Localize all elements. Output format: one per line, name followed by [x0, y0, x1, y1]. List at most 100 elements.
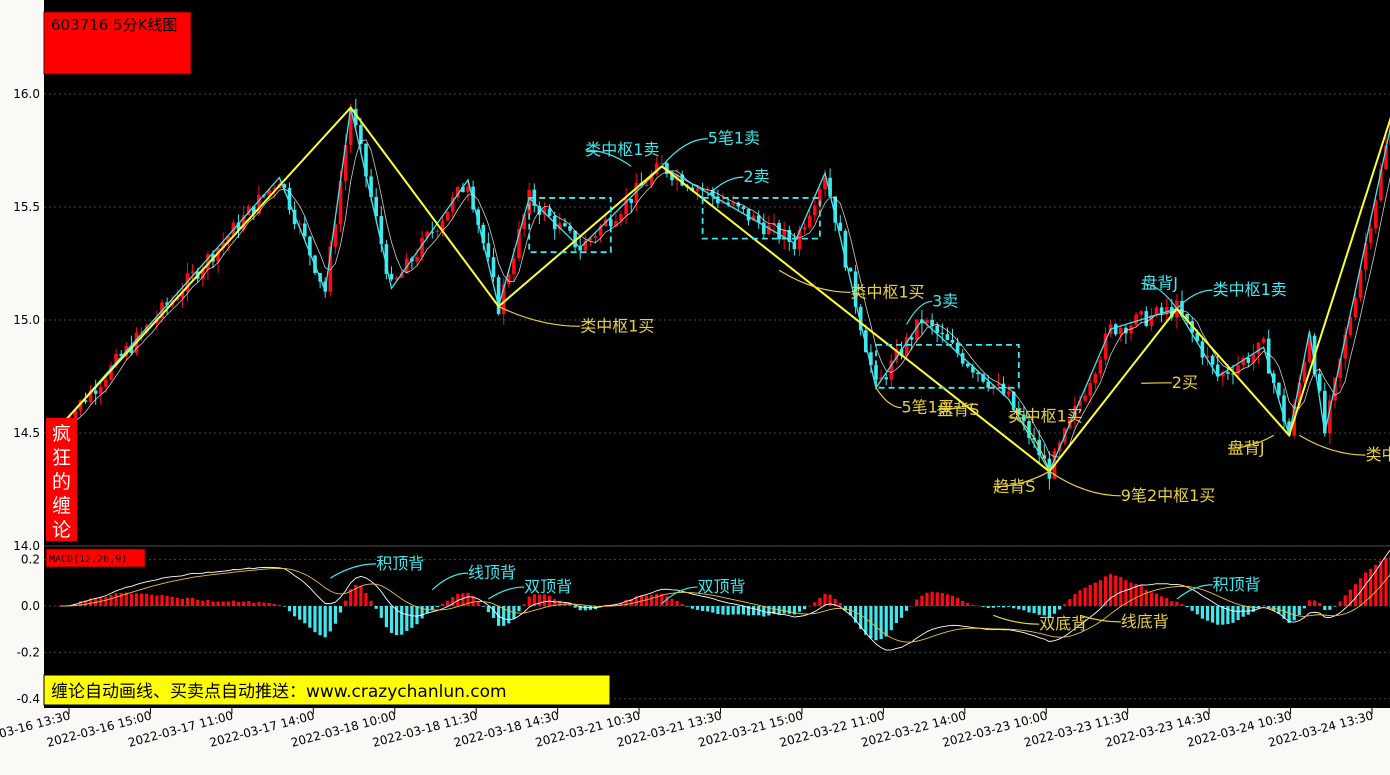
- price-annotation-arrow-0: [585, 149, 632, 167]
- macd-bar-143: [787, 606, 791, 614]
- macd-bar-74: [435, 606, 439, 607]
- price-annotation-label-14: 盘背J: [1228, 438, 1265, 457]
- candle-body-182: [986, 381, 990, 388]
- macd-bar-88: [507, 606, 511, 624]
- candle-body-31: [216, 248, 220, 262]
- macd-bar-215: [1154, 593, 1159, 606]
- macd-bar-100: [568, 604, 572, 606]
- candle-body-5: [83, 400, 88, 403]
- macd-bar-186: [1007, 606, 1011, 607]
- macd-bar-168: [915, 599, 919, 606]
- candle-body-155: [848, 267, 853, 272]
- candle-body-181: [981, 374, 985, 382]
- macd-bar-253: [1348, 589, 1352, 606]
- candle-body-183: [991, 384, 996, 388]
- macd-bar-81: [471, 596, 475, 606]
- candle-body-214: [1149, 315, 1154, 326]
- macd-bar-230: [1231, 606, 1235, 623]
- candle-body-78: [456, 187, 460, 198]
- macd-bar-25: [185, 597, 190, 606]
- candle-body-131: [726, 202, 730, 205]
- macd-bar-152: [833, 598, 837, 606]
- candle-body-226: [1210, 355, 1215, 365]
- macd-bar-60: [364, 592, 368, 606]
- macd-bar-258: [1374, 564, 1378, 606]
- macd-bar-17: [145, 593, 149, 606]
- candle-body-202: [1088, 383, 1092, 396]
- candle-body-216: [1159, 307, 1164, 314]
- chart-title: 603716 5分K线图: [51, 16, 177, 34]
- candle-body-205: [1103, 333, 1108, 360]
- candle-body-24: [180, 291, 185, 299]
- candle-body-16: [139, 331, 144, 333]
- price-annotation-arrow-3: [498, 305, 581, 327]
- candle-body-119: [665, 163, 669, 174]
- candle-body-163: [889, 360, 894, 380]
- macd-bar-90: [517, 606, 521, 612]
- macd-bar-234: [1251, 606, 1255, 612]
- macd-annotation-label-5: 线底背: [1121, 612, 1169, 631]
- macd-bar-236: [1262, 605, 1266, 606]
- macd-bar-124: [690, 606, 694, 609]
- macd-bar-55: [338, 606, 343, 613]
- macd-bar-185: [1001, 606, 1006, 608]
- macd-bar-200: [1078, 590, 1082, 606]
- price-annotation-label-8: 类中枢1买: [1009, 407, 1083, 426]
- side-label-box: [46, 418, 77, 541]
- macd-annotation-arrow-2: [488, 586, 525, 600]
- candle-body-101: [573, 230, 577, 248]
- price-annotation-arrow-1: [661, 138, 708, 167]
- candle-body-111: [624, 198, 628, 215]
- candle-body-252: [1343, 334, 1347, 359]
- macd-bar-12: [119, 593, 123, 606]
- macd-bar-187: [1012, 606, 1016, 609]
- macd-bar-65: [389, 606, 394, 633]
- macd-bar-77: [451, 597, 455, 606]
- candle-body-70: [415, 257, 419, 262]
- macd-bar-225: [1205, 606, 1210, 621]
- candle-body-234: [1251, 354, 1256, 363]
- macd-bar-75: [440, 603, 445, 606]
- macd-bar-246: [1313, 600, 1317, 606]
- candle-body-228: [1221, 372, 1225, 377]
- candle-body-91: [522, 214, 526, 229]
- candle-body-169: [920, 319, 924, 324]
- macd-histogram: [58, 549, 1390, 651]
- stroke-lines: [59, 105, 1390, 473]
- macd-bar-154: [843, 606, 847, 611]
- macd-bar-146: [803, 606, 807, 610]
- price-annotation-label-6: 5笔1买: [902, 398, 954, 417]
- macd-tick-0: 0.2: [21, 553, 40, 567]
- candle-body-139: [767, 224, 771, 235]
- candle-body-172: [935, 325, 939, 333]
- side-char-2: 的: [52, 471, 71, 493]
- candle-body-141: [777, 222, 781, 240]
- candle-body-233: [1246, 357, 1251, 363]
- price-annotation-arrow-2: [707, 176, 744, 197]
- macd-bar-83: [481, 606, 485, 607]
- candle-body-147: [807, 215, 812, 228]
- macd-bar-155: [848, 606, 853, 616]
- candle-body-244: [1302, 362, 1307, 383]
- candle-body-83: [481, 224, 486, 244]
- macd-bar-103: [583, 606, 587, 611]
- candle-body-42: [272, 188, 276, 190]
- macd-bar-39: [257, 602, 261, 606]
- candle-body-102: [578, 247, 582, 251]
- candle-body-132: [731, 202, 735, 205]
- candle-body-224: [1200, 341, 1205, 358]
- candle-body-57: [348, 109, 353, 145]
- macd-bar-190: [1027, 606, 1031, 613]
- candle-body-76: [445, 211, 450, 221]
- candle-body-26: [190, 271, 195, 274]
- macd-bar-128: [711, 606, 715, 613]
- candle-body-90: [517, 228, 521, 259]
- candle-body-258: [1374, 200, 1378, 229]
- macd-bar-71: [420, 606, 424, 619]
- macd-bar-220: [1180, 604, 1184, 606]
- macd-bar-243: [1297, 606, 1301, 616]
- macd-bar-4: [78, 601, 82, 606]
- macd-bar-157: [859, 606, 863, 630]
- macd-tick-3: -0.4: [17, 692, 40, 706]
- plot-area: [44, 0, 1390, 708]
